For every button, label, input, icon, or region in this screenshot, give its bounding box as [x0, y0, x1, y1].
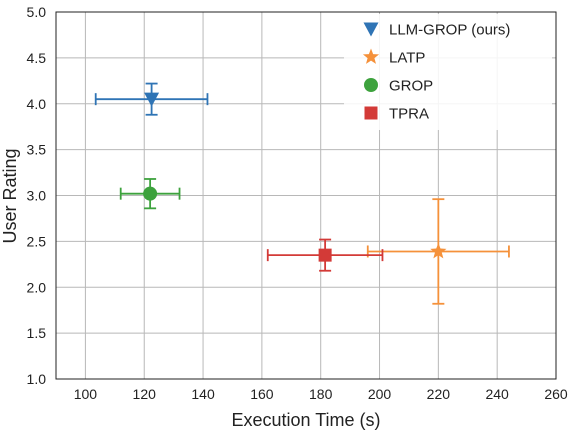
y-axis-title: User Rating	[0, 148, 20, 243]
x-tick-label: 200	[368, 386, 392, 402]
x-tick-label: 100	[74, 386, 98, 402]
legend-marker	[364, 106, 378, 120]
y-tick-label: 5.0	[27, 4, 47, 20]
y-tick-label: 1.0	[27, 371, 47, 387]
data-point	[143, 186, 158, 201]
x-tick-label: 140	[191, 386, 215, 402]
y-tick-label: 2.5	[27, 233, 47, 249]
legend-background	[344, 14, 552, 130]
x-tick-label: 180	[309, 386, 333, 402]
y-tick-label: 4.5	[27, 50, 47, 66]
plot-area-border	[55, 11, 557, 380]
x-tick-label: 260	[544, 386, 568, 402]
legend-marker	[363, 22, 379, 37]
data-series-group	[119, 178, 181, 210]
data-series-group	[266, 238, 384, 272]
legend: LLM-GROP (ours) LATP GROP TPRA	[344, 14, 552, 130]
legend-label: LATP	[389, 50, 425, 67]
data-series	[94, 82, 510, 305]
legend-label: GROP	[389, 78, 433, 95]
x-tick-label: 120	[133, 386, 157, 402]
y-tick-label: 1.5	[27, 325, 47, 341]
legend-label: TPRA	[389, 106, 429, 123]
legend-marker	[362, 48, 380, 64]
legend-label: LLM-GROP (ours)	[389, 22, 510, 39]
data-point	[318, 248, 332, 262]
legend-marker	[364, 78, 378, 92]
x-tick-label: 240	[485, 386, 509, 402]
x-tick-label: 220	[427, 386, 451, 402]
y-tick-label: 4.0	[27, 96, 47, 112]
data-point	[144, 92, 160, 107]
x-tick-label: 160	[250, 386, 274, 402]
y-tick-label: 3.0	[27, 188, 47, 204]
data-series-group	[366, 198, 510, 305]
data-series-group	[94, 82, 209, 116]
y-tick-label: 2.0	[27, 279, 47, 295]
axis-ticks: 100 120 140 160 180 200 220 240 260 1.0 1.5 2.0 2.5 3…	[27, 4, 568, 402]
y-tick-label: 3.5	[27, 142, 47, 158]
data-point	[430, 242, 447, 259]
x-axis-title: Execution Time (s)	[231, 410, 380, 430]
